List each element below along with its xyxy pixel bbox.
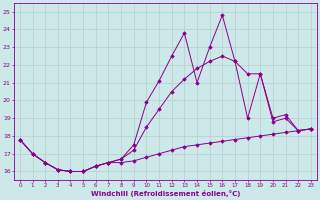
X-axis label: Windchill (Refroidissement éolien,°C): Windchill (Refroidissement éolien,°C) [91, 190, 240, 197]
